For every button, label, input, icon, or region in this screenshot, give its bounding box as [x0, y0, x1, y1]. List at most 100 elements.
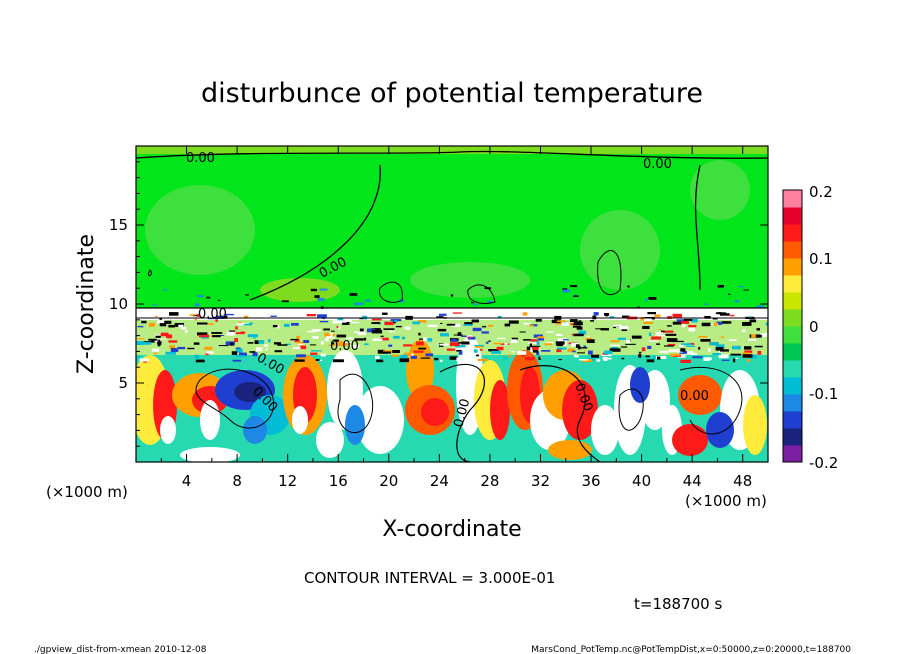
interface-speck — [508, 320, 519, 324]
interface-speck — [380, 335, 384, 337]
interface-speck — [136, 356, 141, 358]
interface-speck — [359, 328, 364, 332]
interface-speck — [701, 322, 711, 327]
x-tick-label: 32 — [531, 472, 550, 490]
interface-speck — [388, 344, 393, 347]
interface-speck — [458, 342, 465, 344]
contour-line — [679, 366, 743, 435]
interface-speck — [590, 320, 594, 322]
colorbar-tick-label: 0.1 — [809, 250, 833, 268]
interface-speck — [320, 353, 326, 357]
colorbar-tick-label: -0.1 — [809, 385, 838, 403]
interface-speck — [749, 316, 752, 319]
interface-speck — [235, 326, 238, 330]
interface-speck — [660, 330, 665, 333]
interface-speck — [354, 338, 364, 341]
x-axis-label: X-coordinate — [382, 517, 521, 542]
interface-speck — [146, 315, 152, 319]
interface-speck — [622, 313, 626, 316]
turbulence-blob — [243, 416, 267, 444]
turbulence-blob — [630, 367, 650, 403]
colorbar-tick-label: 0 — [809, 318, 819, 336]
interface-speck — [720, 313, 730, 316]
interface-speck — [485, 341, 489, 344]
interface-speck — [497, 315, 502, 319]
interface-speck — [481, 331, 489, 334]
interface-speck — [570, 319, 578, 322]
interface-speck — [371, 322, 380, 324]
interface-speck — [645, 298, 648, 302]
interface-speck — [377, 349, 385, 354]
interface-speck — [691, 352, 698, 355]
interface-speck — [313, 336, 319, 339]
interface-speck — [336, 325, 340, 328]
interface-speck — [718, 354, 729, 359]
interface-speck — [754, 345, 763, 348]
interface-speck — [686, 345, 695, 347]
interface-speck — [180, 327, 187, 330]
interface-speck — [658, 329, 662, 331]
interface-speck — [194, 317, 198, 321]
interface-speck — [604, 350, 613, 355]
interface-speck — [765, 322, 768, 326]
interface-speck — [157, 338, 168, 340]
interface-speck — [349, 344, 360, 347]
interface-speck — [579, 359, 589, 361]
interface-speck — [331, 342, 335, 345]
contour-label: 0.00 — [198, 307, 227, 322]
interface-speck — [165, 351, 176, 355]
interface-speck — [461, 335, 467, 337]
interface-speck — [427, 324, 438, 328]
interface-speck — [205, 351, 214, 354]
interface-speck — [527, 342, 538, 344]
interface-speck — [338, 325, 341, 330]
interface-speck — [296, 354, 306, 358]
interface-speck — [230, 342, 234, 346]
interface-speck — [226, 331, 235, 336]
interface-speck — [321, 341, 324, 345]
interface-speck — [380, 337, 389, 341]
interface-speck — [330, 332, 333, 337]
interface-speck — [596, 359, 601, 362]
interface-speck — [372, 338, 382, 341]
interface-speck — [719, 350, 723, 354]
interface-speck — [556, 320, 565, 322]
interface-speck — [672, 340, 684, 343]
interface-speck — [592, 315, 597, 320]
interface-speck — [627, 285, 630, 288]
interface-speck — [466, 336, 472, 338]
interface-speck — [620, 346, 628, 348]
interface-speck — [159, 323, 167, 327]
interface-speck — [551, 319, 561, 324]
interface-speck — [314, 295, 320, 298]
interface-speck — [290, 338, 299, 341]
interface-speck — [319, 288, 328, 291]
x-tick-labels: 4 8 12 16 20 24 28 32 36 40 44 48 — [182, 472, 752, 490]
interface-speck — [235, 348, 243, 353]
interface-speck — [617, 337, 626, 340]
interface-speck — [487, 300, 492, 303]
interface-speck — [580, 347, 588, 349]
interface-speck — [595, 328, 605, 330]
interface-speck — [562, 288, 568, 290]
interface-speck — [593, 312, 599, 316]
interface-speck — [388, 330, 395, 333]
interface-speck — [657, 334, 668, 337]
turbulence-blob — [160, 416, 176, 444]
interface-speck — [582, 359, 592, 363]
interface-noise — [136, 285, 768, 363]
interface-speck — [519, 331, 526, 333]
interface-speck — [472, 327, 482, 332]
upper-blotch — [410, 262, 530, 298]
interface-speck — [477, 358, 488, 362]
interface-speck — [503, 357, 509, 359]
interface-speck — [691, 318, 698, 323]
interface-speck — [218, 345, 229, 347]
interface-speck — [446, 323, 456, 326]
interface-speck — [647, 312, 656, 315]
turbulence-blob — [345, 405, 365, 445]
interface-speck — [245, 294, 249, 296]
y-tick-label: 10 — [109, 295, 128, 313]
interface-speck — [638, 354, 642, 358]
interface-speck — [742, 322, 752, 326]
